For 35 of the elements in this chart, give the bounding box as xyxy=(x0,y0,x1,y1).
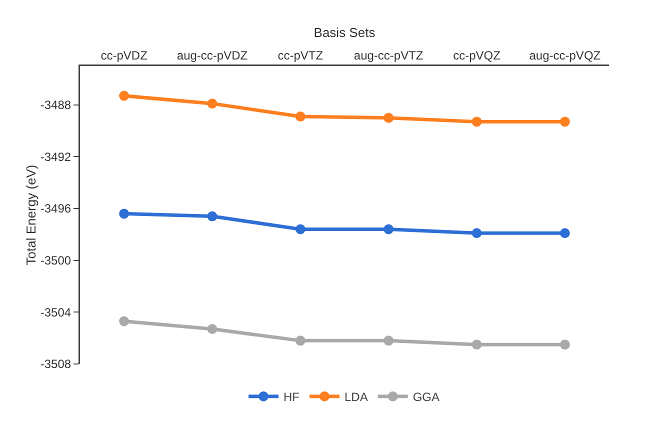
x-tick-label: cc-pVDZ xyxy=(100,48,148,63)
y-tick-label: -3504 xyxy=(40,305,72,320)
x-tick-label: cc-pVQZ xyxy=(453,48,500,63)
point xyxy=(384,112,394,123)
point xyxy=(295,224,306,234)
y-tick-label: -3500 xyxy=(40,254,72,268)
point xyxy=(207,324,218,334)
point xyxy=(295,336,306,346)
x-tick-label: aug-cc-pVDZ xyxy=(176,48,248,63)
point xyxy=(119,316,130,326)
y-tick-label: -3496 xyxy=(40,202,72,216)
x-tick-label: aug-cc-pVQZ xyxy=(529,48,601,63)
y-tick-label: -3492 xyxy=(40,150,72,164)
x-tick-label: cc-pVTZ xyxy=(278,48,324,63)
point xyxy=(207,98,218,109)
point xyxy=(384,224,394,234)
point xyxy=(384,336,394,346)
point xyxy=(119,208,130,219)
legend-label: GGA xyxy=(412,390,440,404)
y-tick-label: -3508 xyxy=(40,357,72,372)
point xyxy=(119,90,130,101)
point xyxy=(472,116,482,127)
point xyxy=(560,116,570,127)
point xyxy=(560,340,570,350)
point xyxy=(472,228,482,238)
x-tick-label: aug-cc-pVTZ xyxy=(354,48,424,63)
point xyxy=(560,228,570,238)
legend-label: HF xyxy=(284,390,300,404)
x-axis-title: Basis Sets xyxy=(314,24,376,40)
point xyxy=(472,340,482,350)
point xyxy=(207,211,218,222)
point xyxy=(295,112,306,122)
legend-label: LDA xyxy=(344,390,368,404)
y-axis-title: Total Energy (eV) xyxy=(23,164,38,266)
y-tick-label: -3488 xyxy=(40,98,72,112)
